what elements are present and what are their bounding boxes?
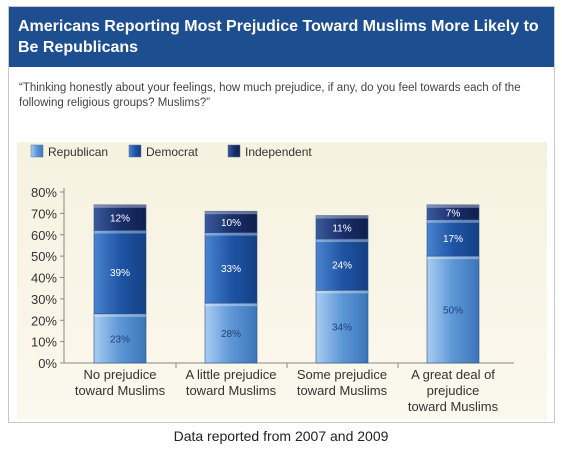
bar-highlight (94, 204, 146, 208)
bar-democrat-2 (315, 238, 369, 291)
y-tick-label: 50% (31, 249, 57, 264)
bar-highlight (94, 313, 146, 317)
legend-swatch-independent (227, 144, 241, 158)
bar-highlight (205, 211, 257, 215)
bar-independent-0 (93, 204, 147, 231)
legend-swatch-democrat (128, 144, 142, 158)
legend-label-republican: Republican (48, 145, 108, 159)
x-tick-label-3: A great deal of (411, 367, 495, 382)
survey-question: “Thinking honestly about your feelings, … (19, 82, 521, 109)
x-tick-label-3: prejudice (427, 383, 480, 398)
bar-highlight (316, 290, 368, 294)
x-tick-label-1: toward Muslims (186, 383, 277, 398)
bar-highlight (316, 239, 368, 243)
data-label-democrat-0: 39% (110, 268, 130, 279)
x-tick-label-2: Some prejudice (297, 367, 387, 382)
y-tick-label: 80% (31, 185, 57, 200)
x-tick-label-2: toward Muslims (297, 383, 388, 398)
bar-democrat-1 (204, 232, 258, 304)
y-tick-label: 60% (31, 228, 57, 243)
bar-highlight (427, 204, 479, 208)
bar-republican-0 (93, 313, 147, 364)
data-source-caption: Data reported from 2007 and 2009 (173, 428, 389, 444)
data-label-republican-3: 50% (443, 306, 463, 317)
title-bar: Americans Reporting Most Prejudice Towar… (9, 7, 554, 67)
y-tick-label: 0% (38, 356, 57, 371)
bar-independent-1 (204, 210, 258, 233)
bar-highlight (316, 215, 368, 219)
legend: Republican Democrat Independent (30, 144, 312, 159)
bar-highlight (94, 230, 146, 234)
bar-republican-3 (426, 255, 480, 364)
y-tick-label: 10% (31, 335, 57, 350)
bar-independent-3 (426, 204, 480, 221)
legend-swatch-republican (30, 144, 44, 158)
legend-label-democrat: Democrat (146, 145, 199, 159)
legend-label-independent: Independent (245, 145, 312, 159)
x-tick-label-0: No prejudice (84, 367, 157, 382)
bar-independent-2 (315, 215, 369, 240)
bar-highlight (427, 219, 479, 223)
bars: 23% 39% 12% 28% 33% 10% 34% 24% 11% 50% 17% 7% (93, 204, 480, 364)
bar-democrat-3 (426, 219, 480, 257)
bar-highlight (427, 256, 479, 260)
x-tick-label-0: toward Muslims (75, 383, 166, 398)
x-tick-label-1: A little prejudice (185, 367, 276, 382)
chart-title: Americans Reporting Most Prejudice Towar… (18, 18, 539, 56)
y-tick-label: 30% (31, 292, 57, 307)
data-label-independent-1: 10% (221, 218, 241, 229)
bar-highlight (205, 303, 257, 307)
bar-republican-1 (204, 302, 258, 364)
data-label-democrat-3: 17% (443, 234, 463, 245)
data-label-republican-1: 28% (221, 329, 241, 340)
y-tick-label: 20% (31, 313, 57, 328)
y-tick-label: 40% (31, 271, 57, 286)
data-label-democrat-1: 33% (221, 264, 241, 275)
bar-highlight (205, 232, 257, 236)
data-label-independent-3: 7% (446, 208, 461, 219)
x-tick-label-3: toward Muslims (408, 399, 499, 414)
bar-democrat-0 (93, 230, 147, 315)
data-label-democrat-2: 24% (332, 261, 352, 272)
data-label-republican-2: 34% (332, 323, 352, 334)
data-label-independent-0: 12% (110, 214, 130, 225)
data-label-republican-0: 23% (110, 334, 130, 345)
y-tick-label: 70% (31, 206, 57, 221)
data-label-independent-2: 11% (332, 223, 351, 234)
